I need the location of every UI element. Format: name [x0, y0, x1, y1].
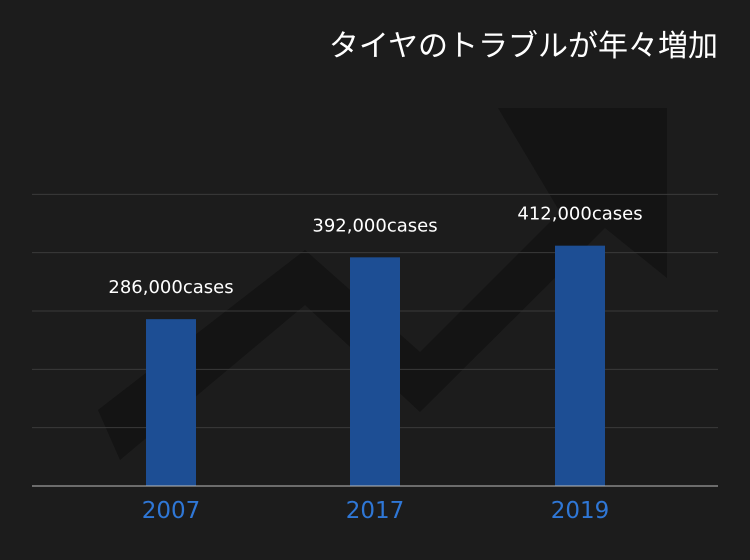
bar-2007 — [146, 319, 196, 486]
x-tick-label-2007: 2007 — [142, 498, 201, 524]
data-label-2019: 412,000cases — [517, 204, 642, 225]
x-tick-label-2017: 2017 — [346, 498, 405, 524]
bars — [146, 245, 605, 486]
data-label-2017: 392,000cases — [312, 215, 437, 236]
bar-2019 — [555, 245, 605, 486]
bar-2017 — [350, 257, 400, 486]
x-tick-label-2019: 2019 — [551, 498, 610, 524]
data-label-2007: 286,000cases — [108, 277, 233, 298]
chart-title: タイヤのトラブルが年々増加 — [328, 29, 718, 64]
data-labels: 286,000cases 392,000cases 412,000cases — [108, 204, 642, 298]
x-tick-labels: 2007 2017 2019 — [142, 498, 610, 524]
